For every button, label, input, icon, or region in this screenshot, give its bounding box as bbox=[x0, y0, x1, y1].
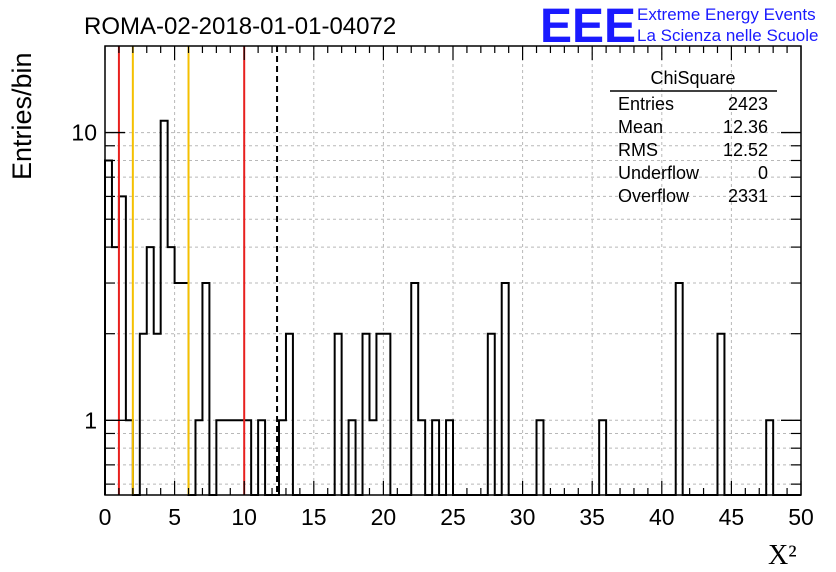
histogram-bin bbox=[717, 334, 724, 495]
x-tick-label: 45 bbox=[719, 504, 745, 530]
y-axis-ticks: 1 10 bbox=[71, 120, 801, 485]
x-tick-label: 30 bbox=[510, 504, 536, 530]
eee-logo: EEE Extreme Energy Events La Scienza nel… bbox=[540, 0, 818, 53]
x-tick-label: 20 bbox=[371, 504, 397, 530]
x-tick-label: 35 bbox=[579, 504, 605, 530]
x-axis-label: X² bbox=[768, 540, 797, 571]
histogram-bin bbox=[363, 334, 370, 495]
histogram-bin bbox=[202, 283, 209, 495]
histogram-bin bbox=[112, 247, 119, 495]
histogram-bin bbox=[488, 334, 495, 495]
x-tick-label: 40 bbox=[649, 504, 675, 530]
histogram-bin bbox=[119, 196, 126, 495]
stats-row-value: 12.52 bbox=[723, 140, 768, 160]
stats-row-label: RMS bbox=[618, 140, 658, 160]
chart-title: ROMA-02-2018-01-01-04072 bbox=[84, 13, 396, 40]
x-tick-label: 0 bbox=[99, 504, 112, 530]
x-tick-label: 25 bbox=[440, 504, 466, 530]
histogram-bin bbox=[411, 283, 418, 495]
eee-logo-line2: La Scienza nelle Scuole bbox=[637, 26, 818, 45]
stats-row-value: 12.36 bbox=[723, 117, 768, 137]
y-axis-label: Entries/bin bbox=[7, 52, 37, 180]
histogram-bin bbox=[502, 283, 509, 495]
eee-logo-line1: Extreme Energy Events bbox=[637, 5, 816, 24]
x-tick-label: 5 bbox=[168, 504, 181, 530]
stats-row-value: 0 bbox=[758, 163, 768, 183]
histogram-bin bbox=[175, 283, 182, 495]
histogram-bin bbox=[105, 160, 112, 495]
cut-lines bbox=[117, 46, 279, 495]
histogram-bin bbox=[140, 334, 147, 495]
x-tick-label: 50 bbox=[788, 504, 814, 530]
x-axis-ticks: 0 5 10 15 20 25 30 35 40 45 50 bbox=[99, 46, 814, 530]
stats-row-value: 2331 bbox=[728, 186, 768, 206]
histogram-bin bbox=[182, 283, 189, 495]
x-tick-label: 15 bbox=[301, 504, 327, 530]
stats-row-label: Mean bbox=[618, 117, 663, 137]
stats-row-label: Entries bbox=[618, 94, 674, 114]
histogram-bin bbox=[335, 334, 342, 495]
stats-box: ChiSquare Entries 2423 Mean 12.36 RMS 12.52 Un… bbox=[610, 68, 777, 206]
x-tick-label: 10 bbox=[231, 504, 257, 530]
stats-row-value: 2423 bbox=[728, 94, 768, 114]
histogram-bin bbox=[286, 334, 293, 495]
y-tick-label: 10 bbox=[71, 120, 97, 146]
stats-row-label: Overflow bbox=[618, 186, 690, 206]
histogram-bin bbox=[154, 334, 161, 495]
y-tick-label: 1 bbox=[84, 407, 97, 433]
stats-title: ChiSquare bbox=[650, 68, 735, 88]
histogram-bin bbox=[676, 283, 683, 495]
histogram-bin bbox=[383, 334, 390, 495]
stats-row-label: Underflow bbox=[618, 163, 700, 183]
histogram-bin bbox=[147, 247, 154, 495]
eee-logo-text: EEE bbox=[540, 0, 636, 53]
stats-rows: Entries 2423 Mean 12.36 RMS 12.52 Underflow 0 Ov… bbox=[618, 94, 768, 206]
histogram-bin bbox=[168, 247, 175, 495]
histogram-bin bbox=[376, 334, 383, 495]
